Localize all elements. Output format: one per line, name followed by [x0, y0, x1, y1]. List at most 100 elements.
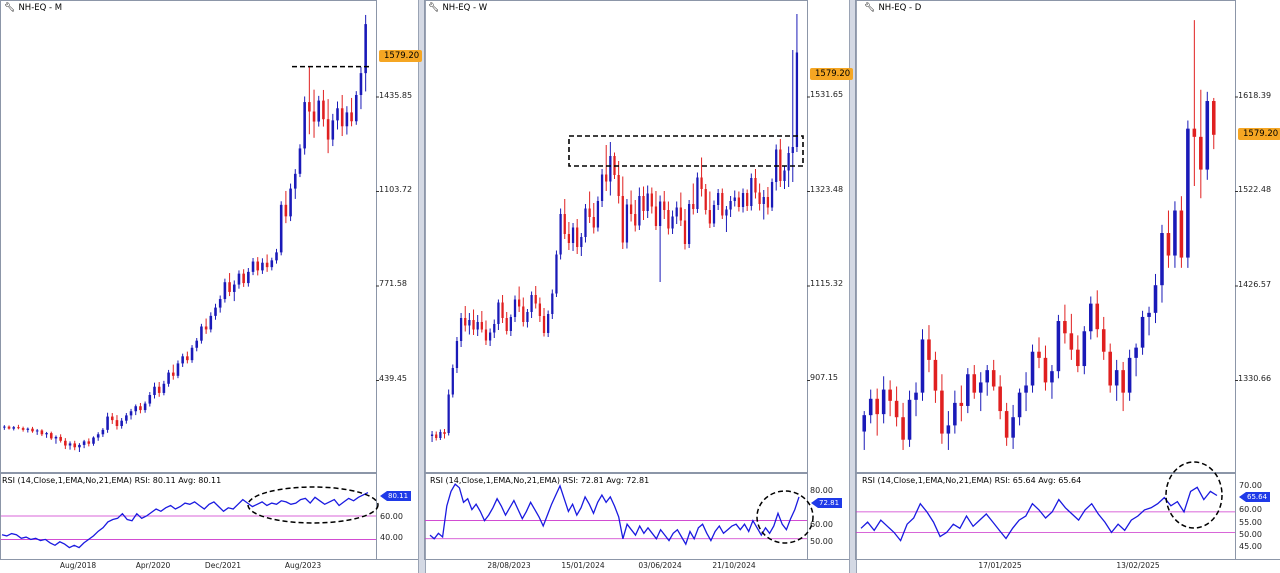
candle-body: [17, 427, 20, 429]
candle-body: [501, 302, 504, 318]
candle-body: [265, 262, 269, 268]
candle-body: [985, 370, 989, 383]
candle-body: [275, 252, 278, 261]
rsi-line: [860, 486, 1218, 542]
chart-canvas-daily[interactable]: [855, 0, 1280, 573]
candle-body: [1160, 233, 1164, 286]
candle-body: [82, 441, 86, 445]
candle-body: [509, 317, 512, 331]
chart-panel-daily[interactable]: 🔧︎ NH-EQ - D RSI (14,Close,1,EMA,No,21,E…: [855, 0, 1280, 573]
candle-body: [68, 443, 72, 446]
candle-body: [868, 398, 873, 416]
candle-body: [279, 204, 283, 253]
candle-body: [754, 178, 757, 193]
candle-body: [256, 261, 260, 271]
candle-body: [435, 434, 438, 438]
y-tick-label: 1103.72: [379, 185, 413, 194]
x-tick-label: 21/10/2024: [712, 561, 756, 570]
wrench-icon[interactable]: 🔧︎: [4, 2, 16, 13]
y-tick-label: 907.15: [810, 373, 838, 382]
candle-body: [953, 402, 957, 426]
candle-body: [717, 193, 720, 205]
candle-body: [209, 315, 213, 330]
candle-body: [237, 273, 241, 285]
candle-body: [468, 320, 471, 326]
candle-body: [1043, 357, 1048, 383]
candle-body: [907, 399, 912, 440]
candle-body: [298, 148, 302, 174]
candle-body: [317, 100, 321, 122]
rsi-tag: 65.64: [1239, 492, 1271, 502]
candle-body: [476, 322, 479, 330]
candle-body: [148, 395, 152, 404]
rsi-tick-label: 60.00: [1239, 505, 1262, 514]
candle-body: [901, 417, 905, 440]
candle-body: [1089, 303, 1093, 332]
y-tick-label: 1435.85: [379, 91, 413, 100]
candle-body: [1011, 417, 1015, 438]
rsi-dashed-ellipse: [247, 486, 379, 524]
chart-title: 🔧︎ NH-EQ - M: [4, 3, 62, 13]
candle-body: [12, 427, 16, 429]
candle-body: [559, 214, 562, 255]
candle-body: [218, 299, 222, 308]
candle-body: [518, 299, 521, 307]
candle-body: [1037, 351, 1041, 358]
candle-body: [1140, 316, 1145, 348]
candle-body: [547, 314, 550, 333]
candle-body: [712, 205, 716, 224]
wrench-icon[interactable]: 🔧︎: [428, 2, 440, 13]
candle-body: [359, 73, 363, 95]
candle-body: [364, 24, 367, 74]
candle-body: [729, 201, 732, 210]
chart-canvas-monthly[interactable]: [0, 0, 418, 573]
candle-body: [200, 326, 203, 341]
price-plot-frame: [0, 0, 377, 473]
panel-separator: [418, 0, 426, 573]
candle-body: [176, 363, 180, 376]
candle-body: [204, 326, 208, 330]
candle-body: [153, 386, 156, 396]
candle-body: [1050, 371, 1054, 383]
candle-body: [530, 295, 533, 312]
candle-body: [679, 207, 682, 221]
candle-body: [791, 147, 794, 153]
candle-body: [634, 214, 637, 226]
candle-body: [1056, 321, 1061, 372]
wrench-icon[interactable]: 🔧︎: [864, 2, 876, 13]
candle-body: [1082, 331, 1087, 367]
candle-body: [92, 437, 95, 444]
candle-body: [87, 441, 91, 444]
rsi-plot-frame: [855, 473, 1236, 560]
candle-body: [1121, 370, 1125, 393]
y-tick-label: 1115.32: [810, 279, 844, 288]
rsi-line: [1, 492, 369, 549]
candle-body: [592, 217, 595, 228]
candle-body: [1017, 392, 1022, 418]
candle-body: [167, 372, 170, 384]
candle-body: [493, 324, 496, 333]
candle-body: [21, 428, 25, 430]
candle-body: [31, 428, 34, 432]
chart-panel-weekly[interactable]: 🔧︎ NH-EQ - W RSI (14,Close,1,EMA,No,21,E…: [424, 0, 854, 573]
chart-canvas-weekly[interactable]: [424, 0, 849, 573]
price-plot-frame: [855, 0, 1236, 473]
rsi-tick-label: 50.00: [1239, 530, 1262, 539]
candle-body: [1108, 351, 1112, 386]
candle-body: [326, 119, 330, 140]
candle-body: [125, 415, 128, 421]
candle-body: [1147, 312, 1151, 317]
candle-body: [721, 193, 724, 216]
candle-body: [1095, 303, 1100, 330]
candle-body: [1024, 385, 1028, 393]
rsi-tick-label: 60.00: [810, 520, 833, 529]
candle-body: [312, 111, 316, 122]
chart-panel-monthly[interactable]: 🔧︎ NH-EQ - M RSI (14,Close,1,EMA,No,21,E…: [0, 0, 423, 573]
rsi-line: [429, 483, 800, 546]
candle-body: [1069, 333, 1074, 350]
candle-body: [190, 347, 194, 361]
candle-body: [567, 234, 571, 243]
candle-body: [106, 416, 109, 430]
candle-body: [783, 170, 786, 181]
rsi-title: RSI (14,Close,1,EMA,No,21,EMA) RSI: 80.1…: [2, 476, 222, 485]
